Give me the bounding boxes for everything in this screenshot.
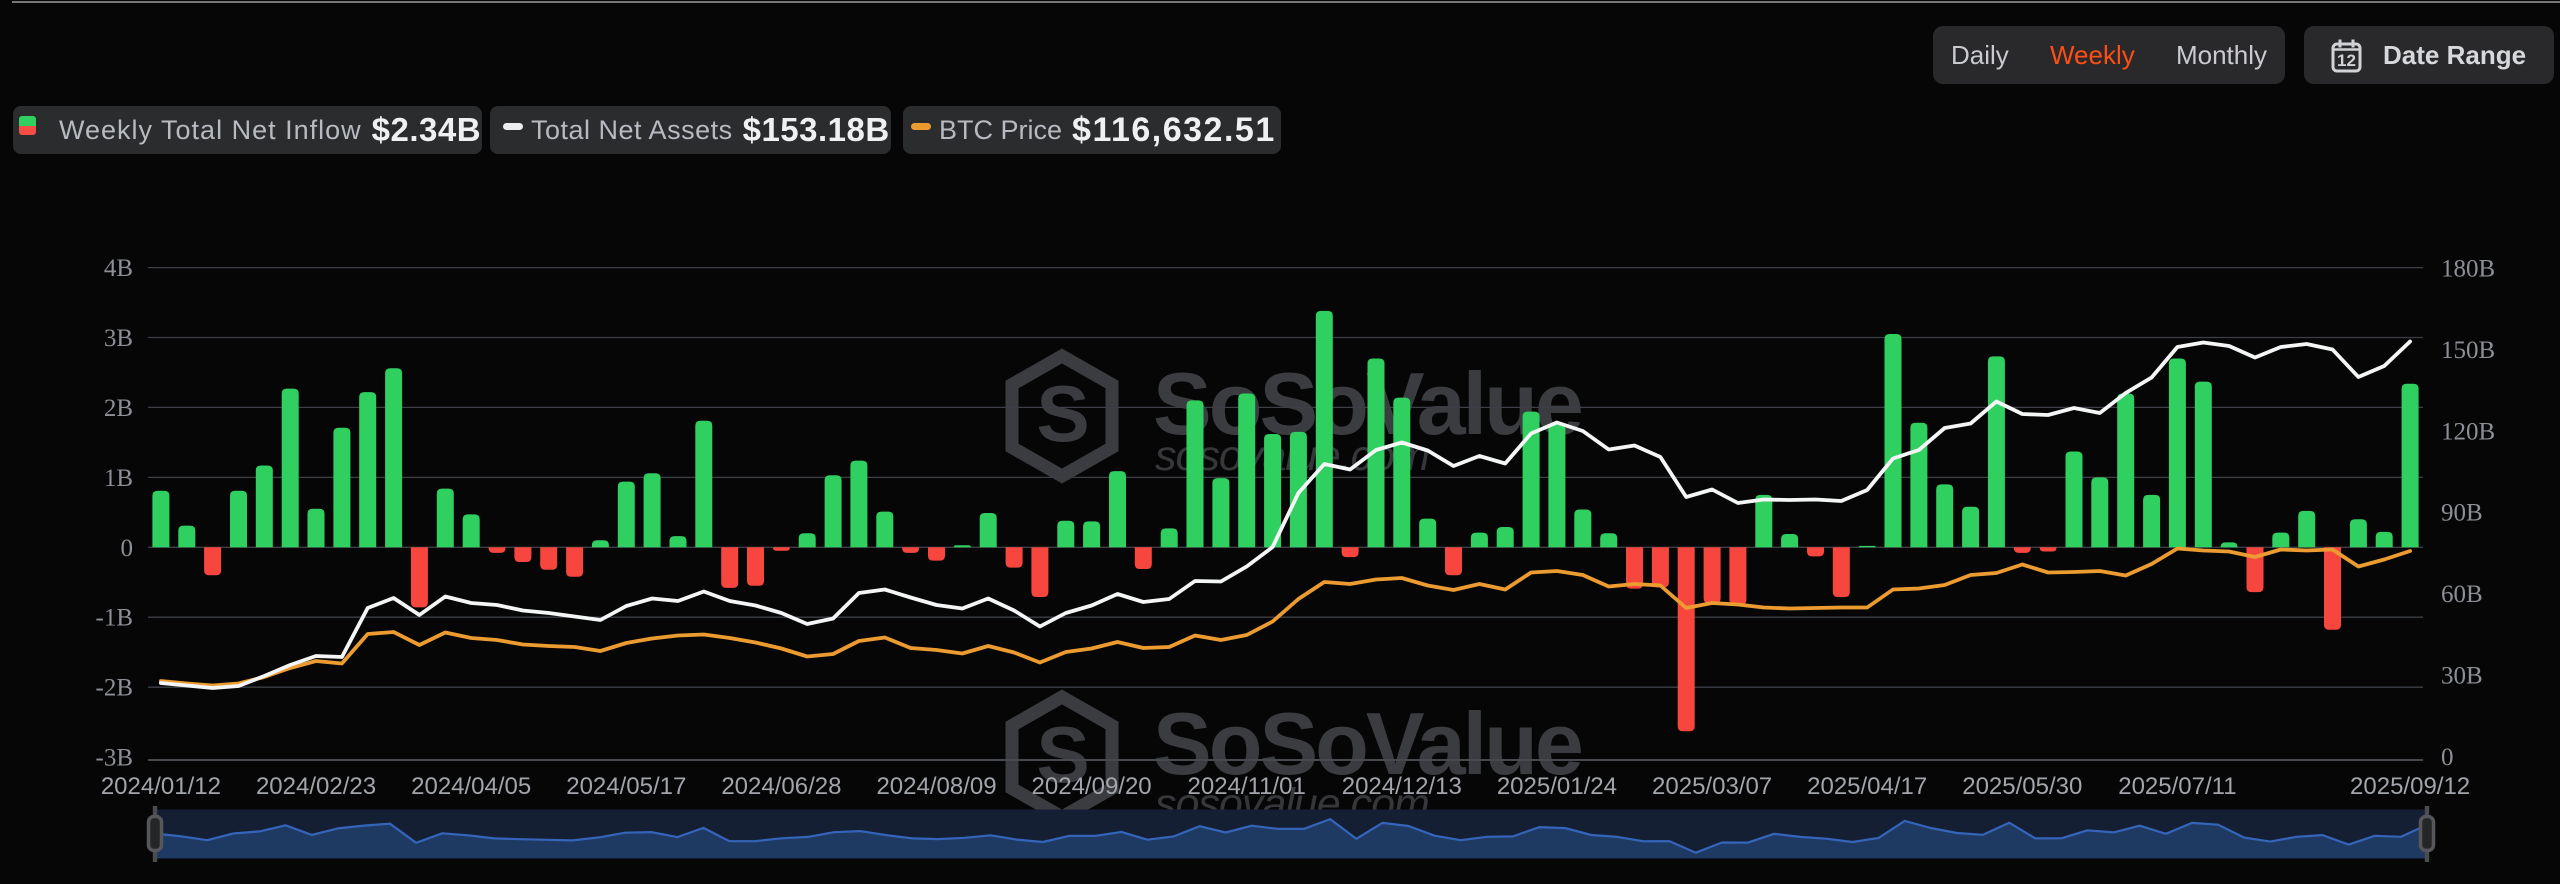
svg-text:60B: 60B xyxy=(2441,581,2483,608)
svg-text:180B: 180B xyxy=(2441,256,2495,283)
svg-text:2025/09/12: 2025/09/12 xyxy=(2350,773,2470,800)
svg-text:2024/09/20: 2024/09/20 xyxy=(1032,773,1152,800)
svg-text:2025/05/30: 2025/05/30 xyxy=(1962,773,2082,800)
svg-text:2025/03/07: 2025/03/07 xyxy=(1652,773,1772,800)
svg-text:-3B: -3B xyxy=(96,745,134,772)
svg-text:2024/01/12: 2024/01/12 xyxy=(101,773,221,800)
svg-text:3B: 3B xyxy=(104,325,133,352)
svg-text:0: 0 xyxy=(2441,744,2454,771)
svg-text:-1B: -1B xyxy=(96,605,134,632)
svg-text:4B: 4B xyxy=(104,255,133,282)
svg-text:1B: 1B xyxy=(104,465,133,492)
svg-text:90B: 90B xyxy=(2441,500,2483,527)
svg-text:2B: 2B xyxy=(104,395,133,422)
svg-text:2024/11/01: 2024/11/01 xyxy=(1188,773,1306,800)
svg-text:30B: 30B xyxy=(2441,663,2483,690)
svg-text:SoSoValue: SoSoValue xyxy=(1153,694,1581,793)
svg-text:2025/07/11: 2025/07/11 xyxy=(2118,773,2236,800)
svg-text:150B: 150B xyxy=(2441,337,2495,364)
svg-text:0: 0 xyxy=(121,535,134,562)
svg-text:2024/06/28: 2024/06/28 xyxy=(721,773,841,800)
svg-text:2024/08/09: 2024/08/09 xyxy=(876,773,996,800)
svg-text:120B: 120B xyxy=(2441,418,2495,445)
svg-text:2025/01/24: 2025/01/24 xyxy=(1497,773,1617,800)
svg-text:2024/04/05: 2024/04/05 xyxy=(411,773,531,800)
svg-text:2025/04/17: 2025/04/17 xyxy=(1807,773,1927,800)
svg-text:S: S xyxy=(1036,710,1089,799)
svg-text:2024/12/13: 2024/12/13 xyxy=(1342,773,1462,800)
svg-text:2024/05/17: 2024/05/17 xyxy=(566,773,686,800)
svg-text:2024/02/23: 2024/02/23 xyxy=(256,773,376,800)
svg-text:S: S xyxy=(1036,369,1089,458)
svg-text:12: 12 xyxy=(2337,51,2356,70)
svg-text:-2B: -2B xyxy=(96,675,134,702)
